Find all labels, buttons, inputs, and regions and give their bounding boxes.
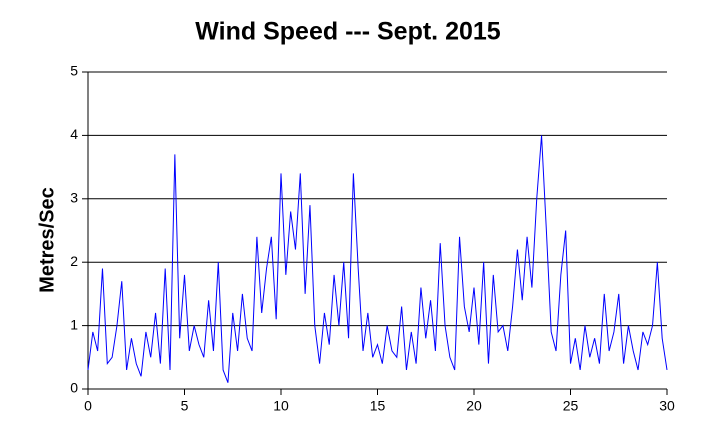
x-tick-label: 15 (370, 398, 386, 414)
x-tick-label: 5 (181, 398, 189, 414)
y-tick-label: 5 (70, 63, 78, 79)
x-tick-label: 25 (563, 398, 579, 414)
y-tick-label: 2 (70, 253, 78, 269)
data-line (87, 135, 668, 383)
x-tick-label: 10 (273, 398, 289, 414)
y-tick-label: 1 (70, 316, 78, 332)
y-tick-label: 4 (70, 126, 78, 142)
y-tick-label: 3 (70, 190, 78, 206)
y-axis-label: Metres/Sec (36, 187, 58, 293)
chart-title: Wind Speed --- Sept. 2015 (195, 18, 500, 46)
x-tick-label: 0 (84, 398, 92, 414)
x-tick-label: 20 (466, 398, 482, 414)
y-tick-label: 0 (70, 380, 78, 396)
x-tick-label: 30 (659, 398, 675, 414)
